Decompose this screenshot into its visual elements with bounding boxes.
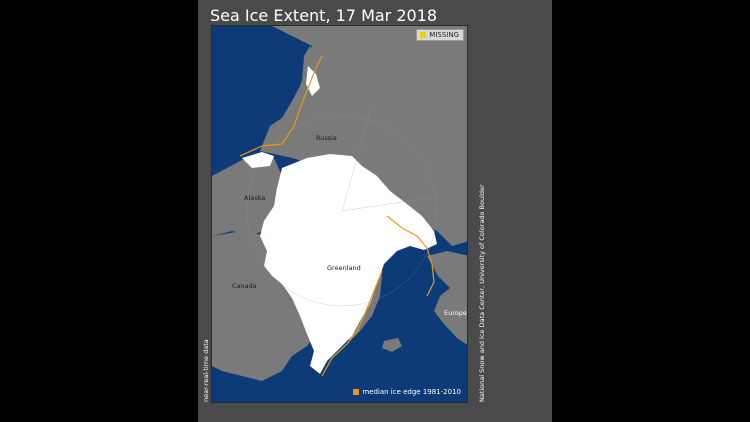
label-alaska: Alaska (244, 194, 266, 202)
label-canada: Canada (232, 282, 257, 290)
graticule-meridian (341, 105, 373, 212)
missing-label: MISSING (429, 31, 459, 39)
median-swatch (353, 389, 360, 395)
sea-ice-bering (242, 152, 274, 168)
map-title: Sea Ice Extent, 17 Mar 2018 (210, 6, 438, 25)
land-alaska (212, 154, 284, 236)
median-ice-edge-line (239, 55, 435, 377)
missing-swatch (420, 32, 427, 38)
graticule-meridian (341, 195, 443, 212)
nsidc-credit: National Snow and Ice Data Center, Unive… (478, 184, 486, 402)
sea-ice-map: MISSING Russia Alaska Canada Greenland E… (211, 25, 468, 403)
median-ice-edge-legend: median ice edge 1981-2010 (353, 388, 461, 396)
near-real-time-label: near-real-time data (202, 339, 210, 402)
label-greenland: Greenland (327, 264, 361, 272)
label-europe: Europe (444, 309, 467, 317)
missing-data-legend: MISSING (416, 29, 464, 41)
land-iceland (382, 338, 402, 352)
sea-ice-extent (260, 154, 437, 374)
graticule-ring (246, 115, 438, 307)
land-europe (427, 251, 467, 345)
median-label: median ice edge 1981-2010 (362, 388, 461, 396)
label-russia: Russia (316, 134, 337, 142)
sea-ice-okhotsk (306, 66, 320, 96)
map-graphic (212, 26, 467, 402)
